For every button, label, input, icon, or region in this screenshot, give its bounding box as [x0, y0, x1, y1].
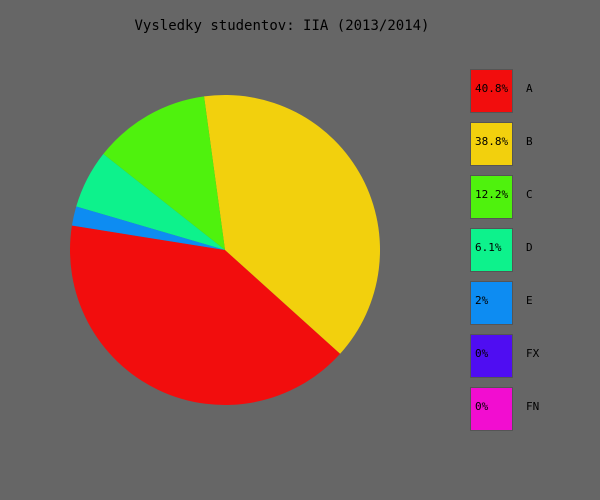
pie-slice-d	[76, 154, 225, 250]
legend-label-b: B	[526, 135, 533, 148]
legend-pct-e: 2%	[475, 294, 489, 307]
legend-label-a: A	[526, 82, 533, 95]
legend-pct-d: 6.1%	[475, 241, 502, 254]
legend-pct-c: 12.2%	[475, 188, 509, 201]
pie-slice-b	[204, 94, 381, 354]
legend-swatch-c	[470, 175, 513, 219]
legend-pct-b: 38.8%	[475, 135, 509, 148]
legend-item-fn: 0% FN	[470, 387, 570, 431]
legend-label-e: E	[526, 294, 533, 307]
pie-slice-a	[69, 225, 341, 405]
legend-item-e: 2% E	[470, 281, 570, 325]
legend-swatch-fx	[470, 334, 513, 378]
legend-pct-fx: 0%	[475, 347, 489, 360]
pie-slice-e	[71, 206, 225, 250]
legend-label-fx: FX	[526, 347, 540, 360]
legend-pct-a: 40.8%	[475, 82, 509, 95]
legend-label-fn: FN	[526, 400, 540, 413]
legend-swatch-b	[470, 122, 513, 166]
chart-title: Vysledky studentov: IIA (2013/2014)	[134, 18, 430, 34]
pie-slice-c	[103, 96, 225, 250]
legend-item-a: 40.8% A	[470, 69, 570, 113]
legend-item-c: 12.2% C	[470, 175, 570, 219]
legend-label-d: D	[526, 241, 533, 254]
legend-swatch-d	[470, 228, 513, 272]
legend-pct-fn: 0%	[475, 400, 489, 413]
legend-item-d: 6.1% D	[470, 228, 570, 272]
legend-swatch-fn	[470, 387, 513, 431]
legend-swatch-e	[470, 281, 513, 325]
legend-item-fx: 0% FX	[470, 334, 570, 378]
legend-label-c: C	[526, 188, 533, 201]
legend-item-b: 38.8% B	[470, 122, 570, 166]
legend-swatch-a	[470, 69, 513, 113]
legend: 40.8% A 38.8% B 12.2% C 6.1% D 2% E 0% F…	[470, 69, 570, 440]
